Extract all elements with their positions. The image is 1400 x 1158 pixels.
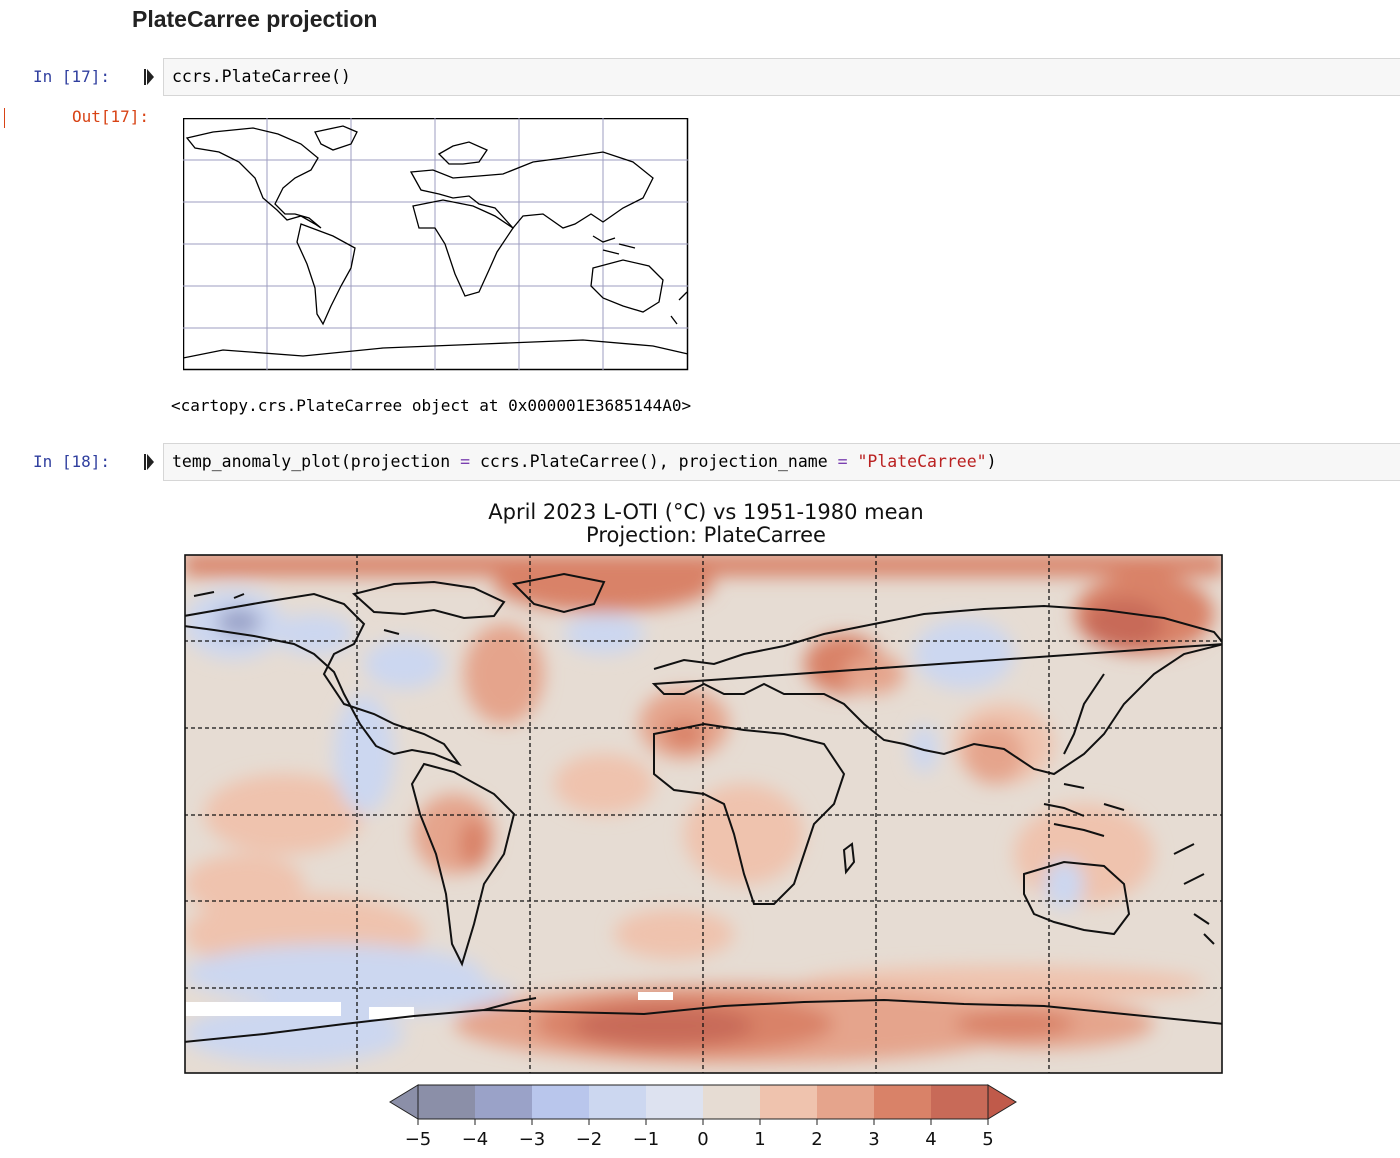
colorbar-bin — [589, 1085, 647, 1119]
output-repr: <cartopy.crs.PlateCarree object at 0x000… — [171, 396, 692, 415]
section-heading: PlateCarree projection — [132, 6, 378, 32]
code-text: ccrs.PlateCarree() — [172, 67, 351, 86]
run-cell-icon[interactable] — [144, 69, 154, 85]
run-cell-icon[interactable] — [144, 454, 154, 470]
colorbar-bin — [931, 1085, 989, 1119]
colorbar-tick-label: −2 — [576, 1129, 603, 1150]
colorbar-tick-label: 4 — [925, 1129, 936, 1150]
colorbar-tick-label: −4 — [462, 1129, 489, 1150]
colorbar-tick-label: −5 — [405, 1129, 432, 1150]
no-data-region — [638, 992, 673, 1000]
coastlines — [185, 572, 1222, 1043]
colorbar-tick-label: 2 — [811, 1129, 822, 1150]
plot-subtitle: Projection: PlateCarree — [586, 523, 826, 547]
code-cell-18[interactable]: temp_anomaly_plot(projection = ccrs.Plat… — [163, 443, 1400, 481]
map-frame — [184, 554, 1223, 1074]
map-gridlines — [185, 555, 1222, 1073]
colorbar-bin — [817, 1085, 875, 1119]
no-data-region — [369, 1007, 414, 1019]
colorbar-bin — [418, 1085, 476, 1119]
no-data-region — [186, 1002, 341, 1016]
colorbar-extend-low — [389, 1084, 419, 1120]
code-operator: = — [460, 452, 471, 471]
colorbar-tick-label: 3 — [868, 1129, 879, 1150]
anomaly-map — [184, 554, 1223, 1074]
colorbar-tick-label: 1 — [754, 1129, 765, 1150]
colorbar-tick-label: −3 — [519, 1129, 546, 1150]
small-map-coastlines — [183, 125, 689, 359]
input-prompt-17: In [17]: — [33, 67, 111, 86]
colorbar-bin — [874, 1085, 932, 1119]
input-prompt-18: In [18]: — [33, 452, 111, 471]
small-map-gridlines — [183, 118, 688, 370]
code-operator: = — [837, 452, 848, 471]
code-cell-17[interactable]: ccrs.PlateCarree() — [163, 58, 1400, 96]
small-world-map — [183, 118, 689, 371]
code-fn: temp_anomaly_plot(projection — [172, 452, 461, 471]
colorbar-bin — [760, 1085, 818, 1119]
colorbar-tick-label: 0 — [697, 1129, 708, 1150]
code-end: ) — [986, 452, 997, 471]
colorbar-extend-high — [987, 1084, 1017, 1120]
colorbar-bin — [703, 1085, 761, 1119]
output-prompt-17: Out[17]: — [72, 107, 150, 126]
code-space — [848, 452, 858, 471]
colorbar-bin — [646, 1085, 704, 1119]
colorbar-tick-label: 5 — [982, 1129, 993, 1150]
code-mid: ccrs.PlateCarree(), projection_name — [470, 452, 838, 471]
code-text: temp_anomaly_plot(projection = ccrs.Plat… — [172, 452, 997, 471]
code-string: "PlateCarree" — [857, 452, 987, 471]
colorbar: −5 −4 −3 −2 −1 0 1 2 3 4 5 — [389, 1084, 1017, 1150]
colorbar-tick-label: −1 — [633, 1129, 660, 1150]
colorbar-bin — [475, 1085, 533, 1119]
plot-title: April 2023 L-OTI (°C) vs 1951-1980 mean — [488, 500, 924, 524]
anomaly-field — [185, 555, 1222, 1064]
cell-focus-bar — [4, 108, 5, 128]
colorbar-bin — [532, 1085, 590, 1119]
